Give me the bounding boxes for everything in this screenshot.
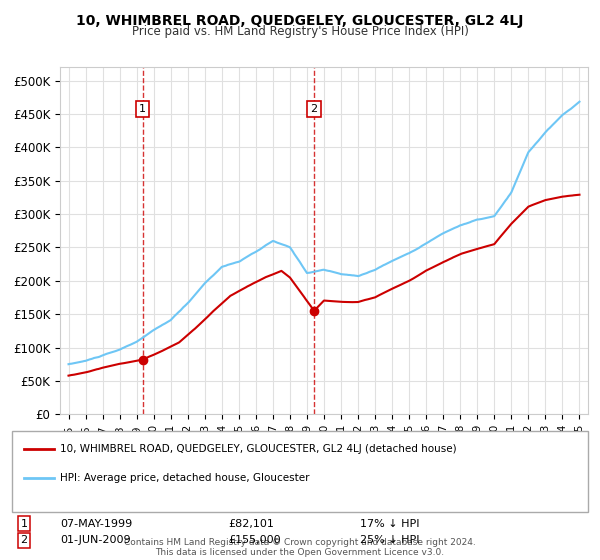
Text: £155,000: £155,000 — [228, 535, 281, 545]
Text: Price paid vs. HM Land Registry's House Price Index (HPI): Price paid vs. HM Land Registry's House … — [131, 25, 469, 38]
Text: HPI: Average price, detached house, Gloucester: HPI: Average price, detached house, Glou… — [60, 473, 310, 483]
Text: 1: 1 — [20, 519, 28, 529]
Text: 10, WHIMBREL ROAD, QUEDGELEY, GLOUCESTER, GL2 4LJ (detached house): 10, WHIMBREL ROAD, QUEDGELEY, GLOUCESTER… — [60, 444, 457, 454]
Text: 01-JUN-2009: 01-JUN-2009 — [60, 535, 131, 545]
Text: 2: 2 — [20, 535, 28, 545]
Text: 2: 2 — [311, 104, 317, 114]
Text: 10, WHIMBREL ROAD, QUEDGELEY, GLOUCESTER, GL2 4LJ: 10, WHIMBREL ROAD, QUEDGELEY, GLOUCESTER… — [76, 14, 524, 28]
Text: Contains HM Land Registry data © Crown copyright and database right 2024.
This d: Contains HM Land Registry data © Crown c… — [124, 538, 476, 557]
Text: 1: 1 — [139, 104, 146, 114]
Text: £82,101: £82,101 — [228, 519, 274, 529]
Text: 25% ↓ HPI: 25% ↓ HPI — [360, 535, 419, 545]
Text: 17% ↓ HPI: 17% ↓ HPI — [360, 519, 419, 529]
Text: 07-MAY-1999: 07-MAY-1999 — [60, 519, 132, 529]
